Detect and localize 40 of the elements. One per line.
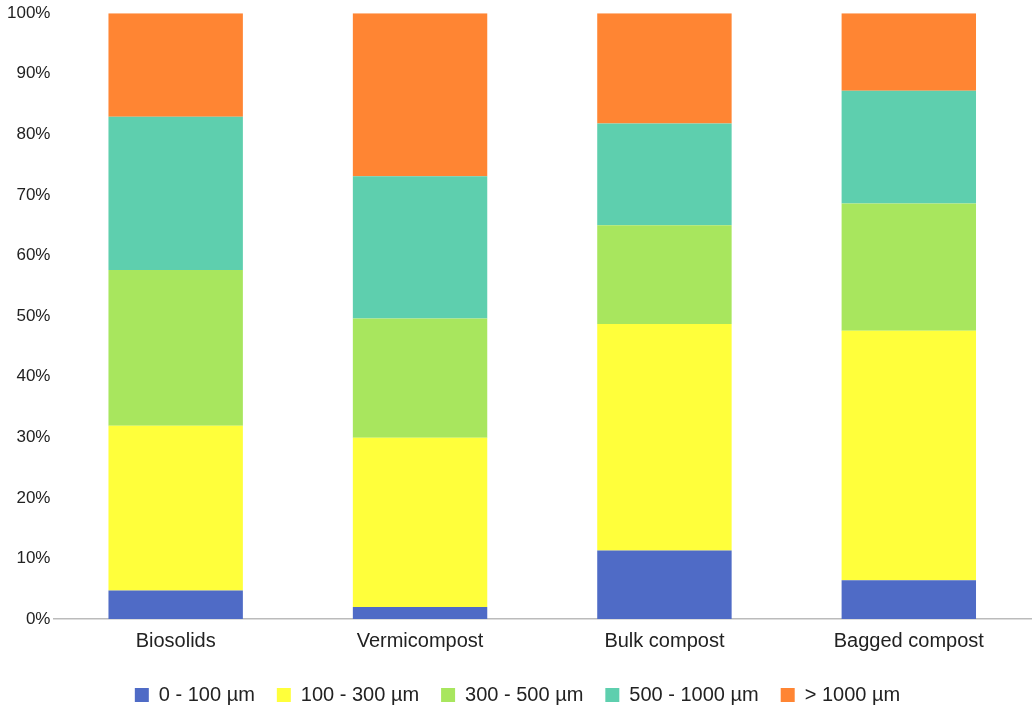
bar <box>352 606 488 619</box>
x-tick-label: Biosolids <box>135 628 216 651</box>
y-tick-label: 20% <box>16 487 51 507</box>
legend-label: 300 - 500 µm <box>465 682 584 705</box>
y-tick-label: 40% <box>16 366 51 386</box>
bar <box>108 590 243 619</box>
bar <box>841 203 977 331</box>
legend-label: 0 - 100 µm <box>158 682 255 705</box>
bar <box>841 330 977 581</box>
bar <box>108 13 243 117</box>
bar <box>841 580 977 619</box>
x-tick-label: Vermicompost <box>356 628 484 651</box>
y-tick-label: 50% <box>16 305 51 325</box>
bar <box>597 225 732 324</box>
bar <box>597 323 732 551</box>
bar <box>352 13 488 177</box>
bar <box>108 270 243 426</box>
x-tick-label: Bulk compost <box>604 628 725 651</box>
bar <box>597 123 732 226</box>
y-tick-label: 10% <box>16 548 51 568</box>
bar <box>597 13 732 124</box>
y-tick-label: 100% <box>7 2 51 22</box>
y-tick-label: 60% <box>16 245 51 265</box>
bar <box>597 550 732 619</box>
bar <box>352 437 488 607</box>
bar <box>352 318 488 438</box>
x-tick-label: Bagged compost <box>833 628 985 651</box>
bar <box>352 176 488 319</box>
bar <box>108 425 243 591</box>
legend-label: > 1000 µm <box>804 682 901 705</box>
bar <box>841 90 977 204</box>
y-tick-label: 90% <box>16 63 51 83</box>
y-tick-label: 0% <box>25 608 51 628</box>
y-tick-label: 80% <box>16 124 51 144</box>
y-tick-label: 30% <box>16 426 51 446</box>
y-tick-label: 70% <box>16 184 51 204</box>
legend-label: 500 - 1000 µm <box>629 682 759 705</box>
bar <box>841 13 977 91</box>
legend-label: 100 - 300 µm <box>300 682 420 705</box>
bar <box>108 116 243 271</box>
